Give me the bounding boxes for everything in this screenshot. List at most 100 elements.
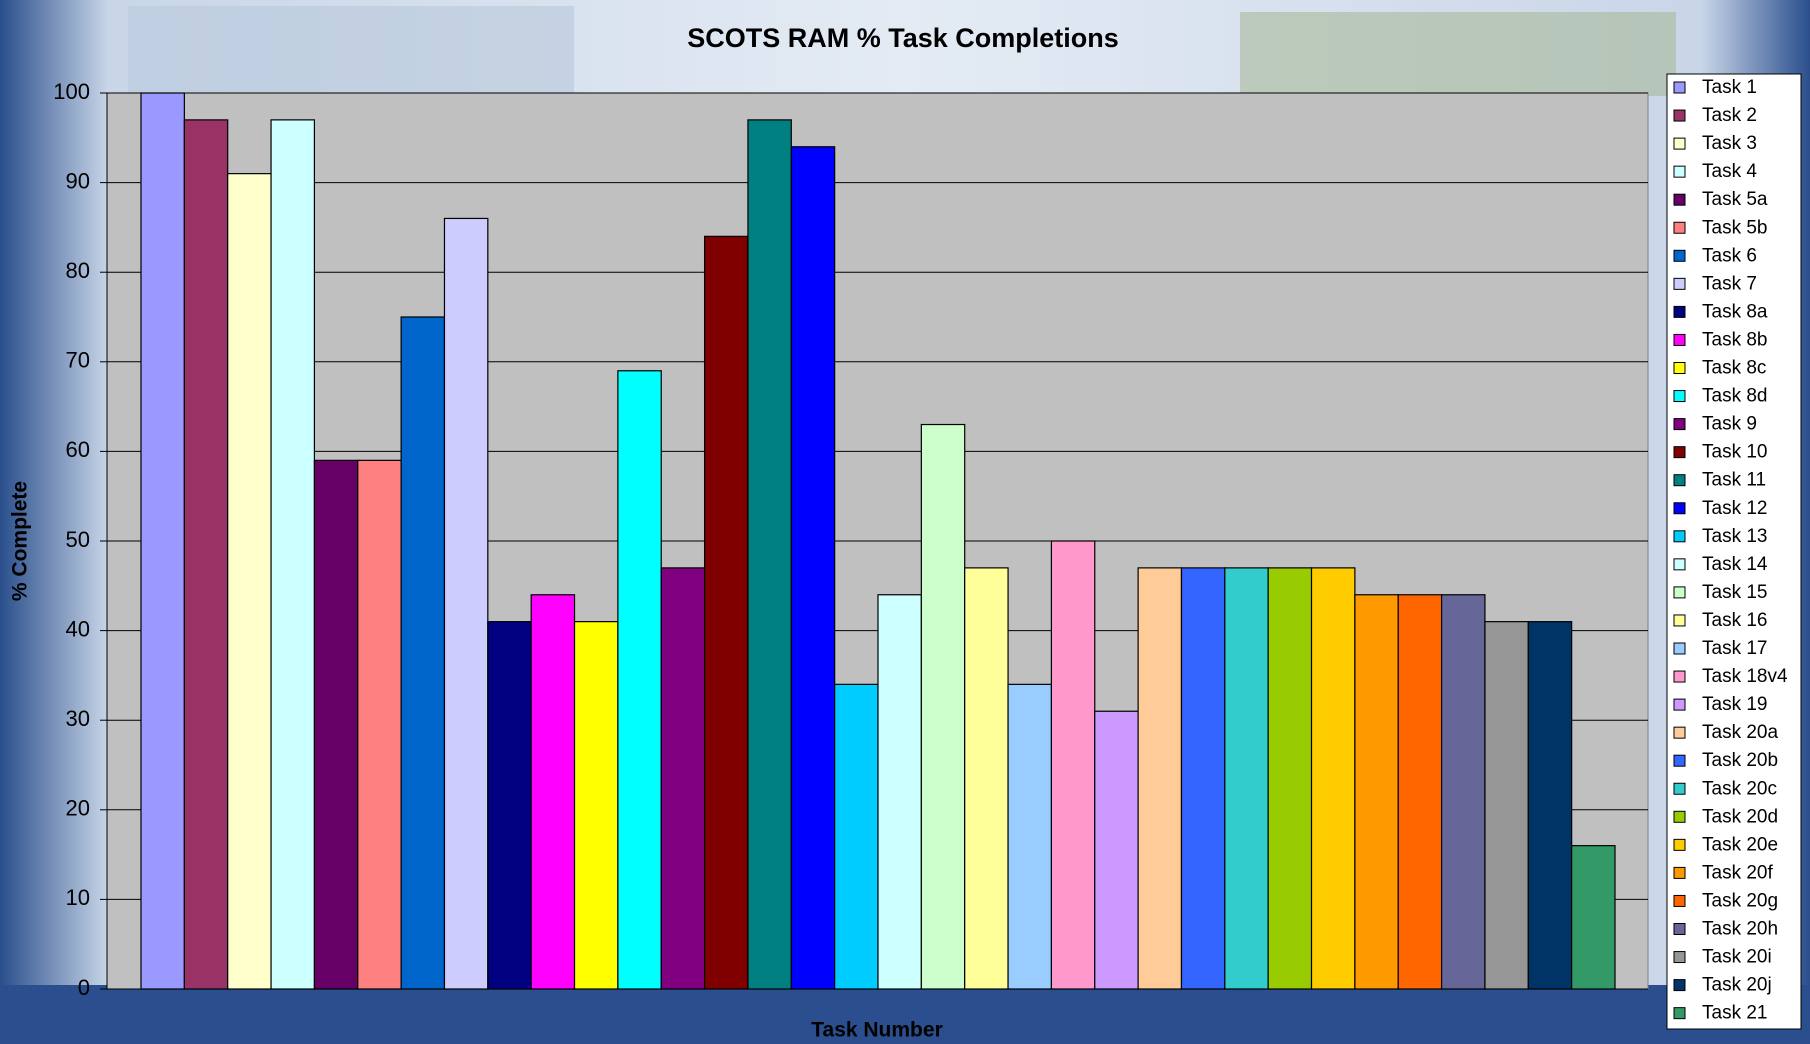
legend-label: Task 20g	[1702, 890, 1778, 911]
legend-label: Task 8c	[1702, 358, 1766, 379]
y-tick-label: 90	[66, 168, 90, 193]
legend-swatch	[1674, 82, 1685, 93]
bar	[1572, 846, 1615, 989]
legend-swatch	[1674, 278, 1685, 289]
legend-label: Task 20i	[1702, 947, 1772, 968]
bar	[1355, 595, 1398, 989]
legend-label: Task 20a	[1702, 722, 1778, 743]
bar	[791, 147, 834, 989]
legend-swatch	[1674, 924, 1685, 935]
legend-label: Task 5a	[1702, 189, 1768, 210]
legend-swatch	[1674, 475, 1685, 486]
legend-label: Task 20e	[1702, 834, 1778, 855]
bar	[1442, 595, 1485, 989]
legend-swatch	[1674, 699, 1685, 710]
legend-swatch	[1674, 250, 1685, 261]
bar	[618, 371, 661, 989]
bar	[401, 317, 444, 989]
y-tick-label: 10	[66, 885, 90, 910]
legend-label: Task 3	[1702, 133, 1757, 154]
bar	[1312, 568, 1355, 989]
legend-swatch	[1674, 391, 1685, 402]
legend-label: Task 8d	[1702, 386, 1767, 407]
legend-swatch	[1674, 811, 1685, 822]
bar	[184, 120, 227, 989]
legend-label: Task 20b	[1702, 750, 1778, 771]
legend-swatch	[1674, 447, 1685, 458]
legend-swatch	[1674, 531, 1685, 542]
legend-label: Task 7	[1702, 273, 1757, 294]
legend-label: Task 17	[1702, 638, 1767, 659]
bar	[878, 595, 921, 989]
legend-label: Task 14	[1702, 554, 1768, 575]
bar	[1398, 595, 1441, 989]
legend-label: Task 13	[1702, 526, 1767, 547]
bar	[748, 120, 791, 989]
legend-label: Task 21	[1702, 1003, 1767, 1024]
bar	[141, 93, 184, 989]
legend-label: Task 20f	[1702, 862, 1773, 883]
bar	[314, 460, 357, 989]
bar	[1225, 568, 1268, 989]
legend-swatch	[1674, 138, 1685, 149]
bar	[1528, 622, 1571, 989]
legend-swatch	[1674, 419, 1685, 430]
legend-label: Task 20h	[1702, 919, 1778, 940]
legend-swatch	[1674, 334, 1685, 345]
bar	[1138, 568, 1181, 989]
y-tick-label: 30	[66, 706, 90, 731]
y-tick-label: 100	[53, 79, 90, 104]
bar	[1095, 711, 1138, 989]
legend-label: Task 20j	[1702, 975, 1772, 996]
bar	[531, 595, 574, 989]
y-tick-label: 80	[66, 258, 90, 283]
legend-label: Task 6	[1702, 245, 1757, 266]
legend-label: Task 4	[1702, 161, 1757, 182]
bar	[705, 236, 748, 989]
legend-label: Task 1	[1702, 77, 1757, 98]
x-axis-label: Task Number	[811, 1019, 943, 1042]
y-tick-label: 20	[66, 796, 90, 821]
bar	[1051, 541, 1094, 989]
legend-swatch	[1674, 839, 1685, 850]
bar	[444, 218, 487, 989]
bar	[1008, 684, 1051, 989]
legend-label: Task 8a	[1702, 301, 1768, 322]
legend-swatch	[1674, 643, 1685, 654]
legend-swatch	[1674, 1008, 1685, 1019]
bar	[921, 425, 964, 989]
photo-left	[128, 6, 574, 96]
legend-swatch	[1674, 755, 1685, 766]
legend-label: Task 18v4	[1702, 666, 1788, 687]
y-tick-label: 60	[66, 437, 90, 462]
bar	[1181, 568, 1224, 989]
bar	[965, 568, 1008, 989]
y-tick-label: 70	[66, 348, 90, 373]
legend-label: Task 9	[1702, 414, 1757, 435]
legend-label: Task 5b	[1702, 217, 1767, 238]
y-tick-label: 40	[66, 616, 90, 641]
y-tick-label: 0	[78, 975, 90, 1000]
chart: SCOTS RAM % Task Completions Task Number…	[0, 0, 1810, 1044]
legend-swatch	[1674, 166, 1685, 177]
bar	[488, 622, 531, 989]
legend-swatch	[1674, 222, 1685, 233]
legend-label: Task 11	[1702, 470, 1766, 491]
legend-swatch	[1674, 615, 1685, 626]
bar	[1485, 622, 1528, 989]
legend-swatch	[1674, 110, 1685, 121]
legend-swatch	[1674, 727, 1685, 738]
bar	[358, 460, 401, 989]
bar	[271, 120, 314, 989]
legend-label: Task 20d	[1702, 806, 1778, 827]
chart-title: SCOTS RAM % Task Completions	[687, 23, 1119, 53]
legend-label: Task 2	[1702, 105, 1757, 126]
y-axis-label: % Complete	[9, 481, 32, 601]
legend-label: Task 8b	[1702, 329, 1767, 350]
bar	[835, 684, 878, 989]
legend-label: Task 12	[1702, 498, 1767, 519]
legend-swatch	[1674, 306, 1685, 317]
legend-swatch	[1674, 194, 1685, 205]
bar	[661, 568, 704, 989]
legend-swatch	[1674, 587, 1685, 598]
